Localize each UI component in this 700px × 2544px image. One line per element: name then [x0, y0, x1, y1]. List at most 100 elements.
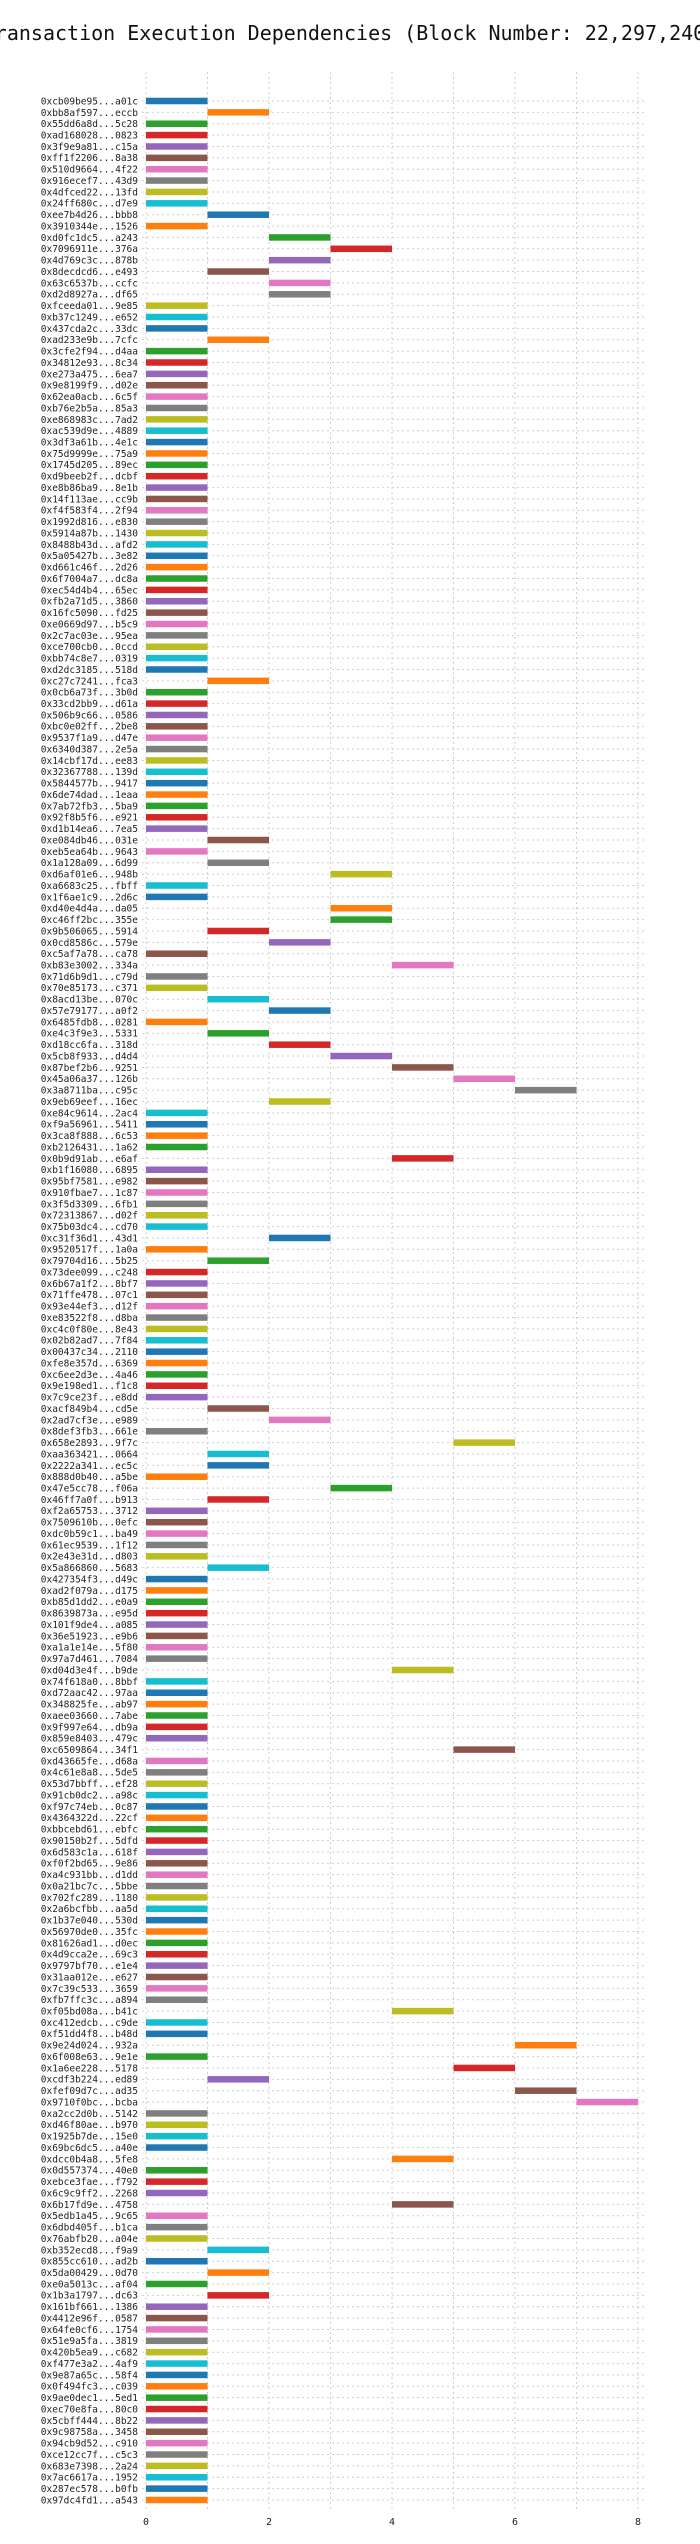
bar: [146, 495, 208, 503]
bar: [146, 393, 208, 400]
y-tick-label: 0x8488b43d...afd2: [41, 540, 138, 551]
y-tick-label: 0x2a6bcfbb...aa5d: [41, 1904, 138, 1915]
y-tick-label: 0x14cbf17d...ee83: [41, 756, 138, 767]
y-tick-label: 0x33cd2bb9...d61a: [41, 699, 138, 710]
bar: [269, 1234, 331, 1242]
y-tick-label: 0x5cb8f933...d4d4: [41, 1051, 139, 1062]
y-tick-label: 0x510d9664...4f22: [41, 165, 138, 176]
y-tick-label: 0x24ff680c...d7e9: [41, 199, 139, 210]
y-tick-label: 0xd0fc1dc5...a243: [41, 233, 138, 244]
bar: [146, 1223, 208, 1230]
bar: [146, 1609, 208, 1617]
bar: [146, 1780, 208, 1787]
y-tick-label: 0x5a866860...5683: [41, 1563, 138, 1574]
bar: [576, 2098, 638, 2106]
bar: [146, 1132, 208, 1139]
y-tick-label: 0x62ea0acb...6c5f: [41, 392, 138, 403]
bar: [146, 1530, 208, 1537]
bar: [146, 1882, 208, 1890]
bar: [207, 1030, 269, 1037]
x-tick-label: 8: [635, 2517, 641, 2528]
bar: [146, 632, 208, 639]
y-tick-label: 0xf477e3a2...4af9: [41, 2359, 139, 2370]
x-tick-label: 2: [266, 2517, 272, 2528]
y-tick-label: 0x506b9c66...0586: [41, 710, 139, 721]
bar: [146, 1177, 208, 1185]
x-tick-label: 6: [512, 2517, 518, 2528]
y-tick-label: 0x9ae0dec1...5ed1: [41, 2393, 139, 2404]
y-tick-label: 0xfe8e357d...6369: [41, 1358, 139, 1369]
y-tick-label: 0x1992d816...e830: [41, 517, 139, 528]
bar: [146, 2189, 208, 2197]
bar: [330, 245, 392, 253]
bar: [146, 370, 208, 378]
y-tick-label: 0x1745d205...89ec: [41, 460, 138, 471]
y-tick-label: 0x2c7ac03e...95ea: [41, 631, 138, 642]
bar: [146, 1121, 208, 1128]
y-tick-label: 0x91cb0dc2...a98c: [41, 1790, 138, 1801]
bar: [146, 563, 208, 571]
bars-layer: [146, 97, 638, 2504]
bar: [146, 2394, 208, 2401]
bar: [146, 1291, 208, 1299]
y-tick-label: 0x76abfb20...a04e: [41, 2234, 139, 2245]
bar: [207, 1405, 269, 1412]
y-tick-label: 0xaa363421...0664: [41, 1449, 139, 1460]
y-tick-label: 0xd43665fe...d68a: [41, 1756, 138, 1767]
y-tick-label: 0x9e8199f9...d02e: [41, 381, 139, 392]
y-tick-label: 0xf4f583f4...2f94: [41, 506, 139, 517]
bar: [207, 859, 269, 867]
bar: [146, 1655, 208, 1662]
bar: [269, 256, 331, 264]
bar: [146, 586, 208, 594]
bar: [146, 313, 208, 321]
bar: [207, 1496, 269, 1503]
y-tick-label: 0x658e2893...9f7c: [41, 1438, 138, 1449]
bar: [146, 1541, 208, 1549]
bar: [453, 2064, 515, 2072]
bar: [146, 1757, 208, 1765]
bar: [146, 2235, 208, 2242]
y-tick-label: 0x79704d16...5b25: [41, 1256, 138, 1267]
y-tick-label: 0x9520517f...1a0a: [41, 1245, 138, 1256]
y-tick-label: 0x4d769c3c...878b: [41, 256, 139, 267]
bar: [330, 870, 392, 878]
bar: [146, 2314, 208, 2322]
bar: [146, 1939, 208, 1947]
y-tick-label: 0x71ffe478...07c1: [41, 1290, 139, 1301]
bar: [146, 1246, 208, 1253]
bar: [330, 916, 392, 923]
bar: [392, 1155, 454, 1162]
bar: [146, 1587, 208, 1594]
y-tick-label: 0x6d583c1a...618f: [41, 1847, 138, 1858]
y-tick-label: 0xb76e2b5a...85a3: [41, 403, 138, 414]
bar: [146, 2326, 208, 2333]
y-tick-label: 0xe868983c...7ad2: [41, 415, 138, 426]
y-tick-label: 0x02b82ad7...7f84: [41, 1336, 139, 1347]
bar: [146, 1143, 208, 1151]
bar: [146, 1473, 208, 1480]
bar: [207, 995, 269, 1003]
y-tick-label: 0xbc0e02ff...2be8: [41, 722, 139, 733]
bar: [146, 2030, 208, 2038]
y-tick-label: 0xf97c74eb...0c87: [41, 1802, 138, 1813]
bar: [146, 2485, 208, 2492]
bar: [146, 1837, 208, 1844]
bar: [146, 2405, 208, 2413]
bar: [146, 450, 208, 457]
bar: [146, 1507, 208, 1515]
bar: [146, 131, 208, 139]
y-tick-label: 0x73dee099...c248: [41, 1267, 139, 1278]
y-tick-label: 0x910fbae7...1c87: [41, 1188, 138, 1199]
bar: [146, 1905, 208, 1913]
bar: [207, 2292, 269, 2299]
y-tick-label: 0xd9beeb2f...dcbf: [41, 472, 138, 483]
bar: [146, 2053, 208, 2060]
bar: [146, 2110, 208, 2117]
y-tick-label: 0x61ec9539...1f12: [41, 1540, 138, 1551]
bar: [146, 1428, 208, 1435]
bar: [146, 2337, 208, 2345]
y-tick-label: 0x3df3a61b...4e1c: [41, 437, 138, 448]
y-tick-label: 0x7096911e...376a: [41, 244, 138, 255]
y-tick-label: 0x6c9c9ff2...2268: [41, 2188, 139, 2199]
